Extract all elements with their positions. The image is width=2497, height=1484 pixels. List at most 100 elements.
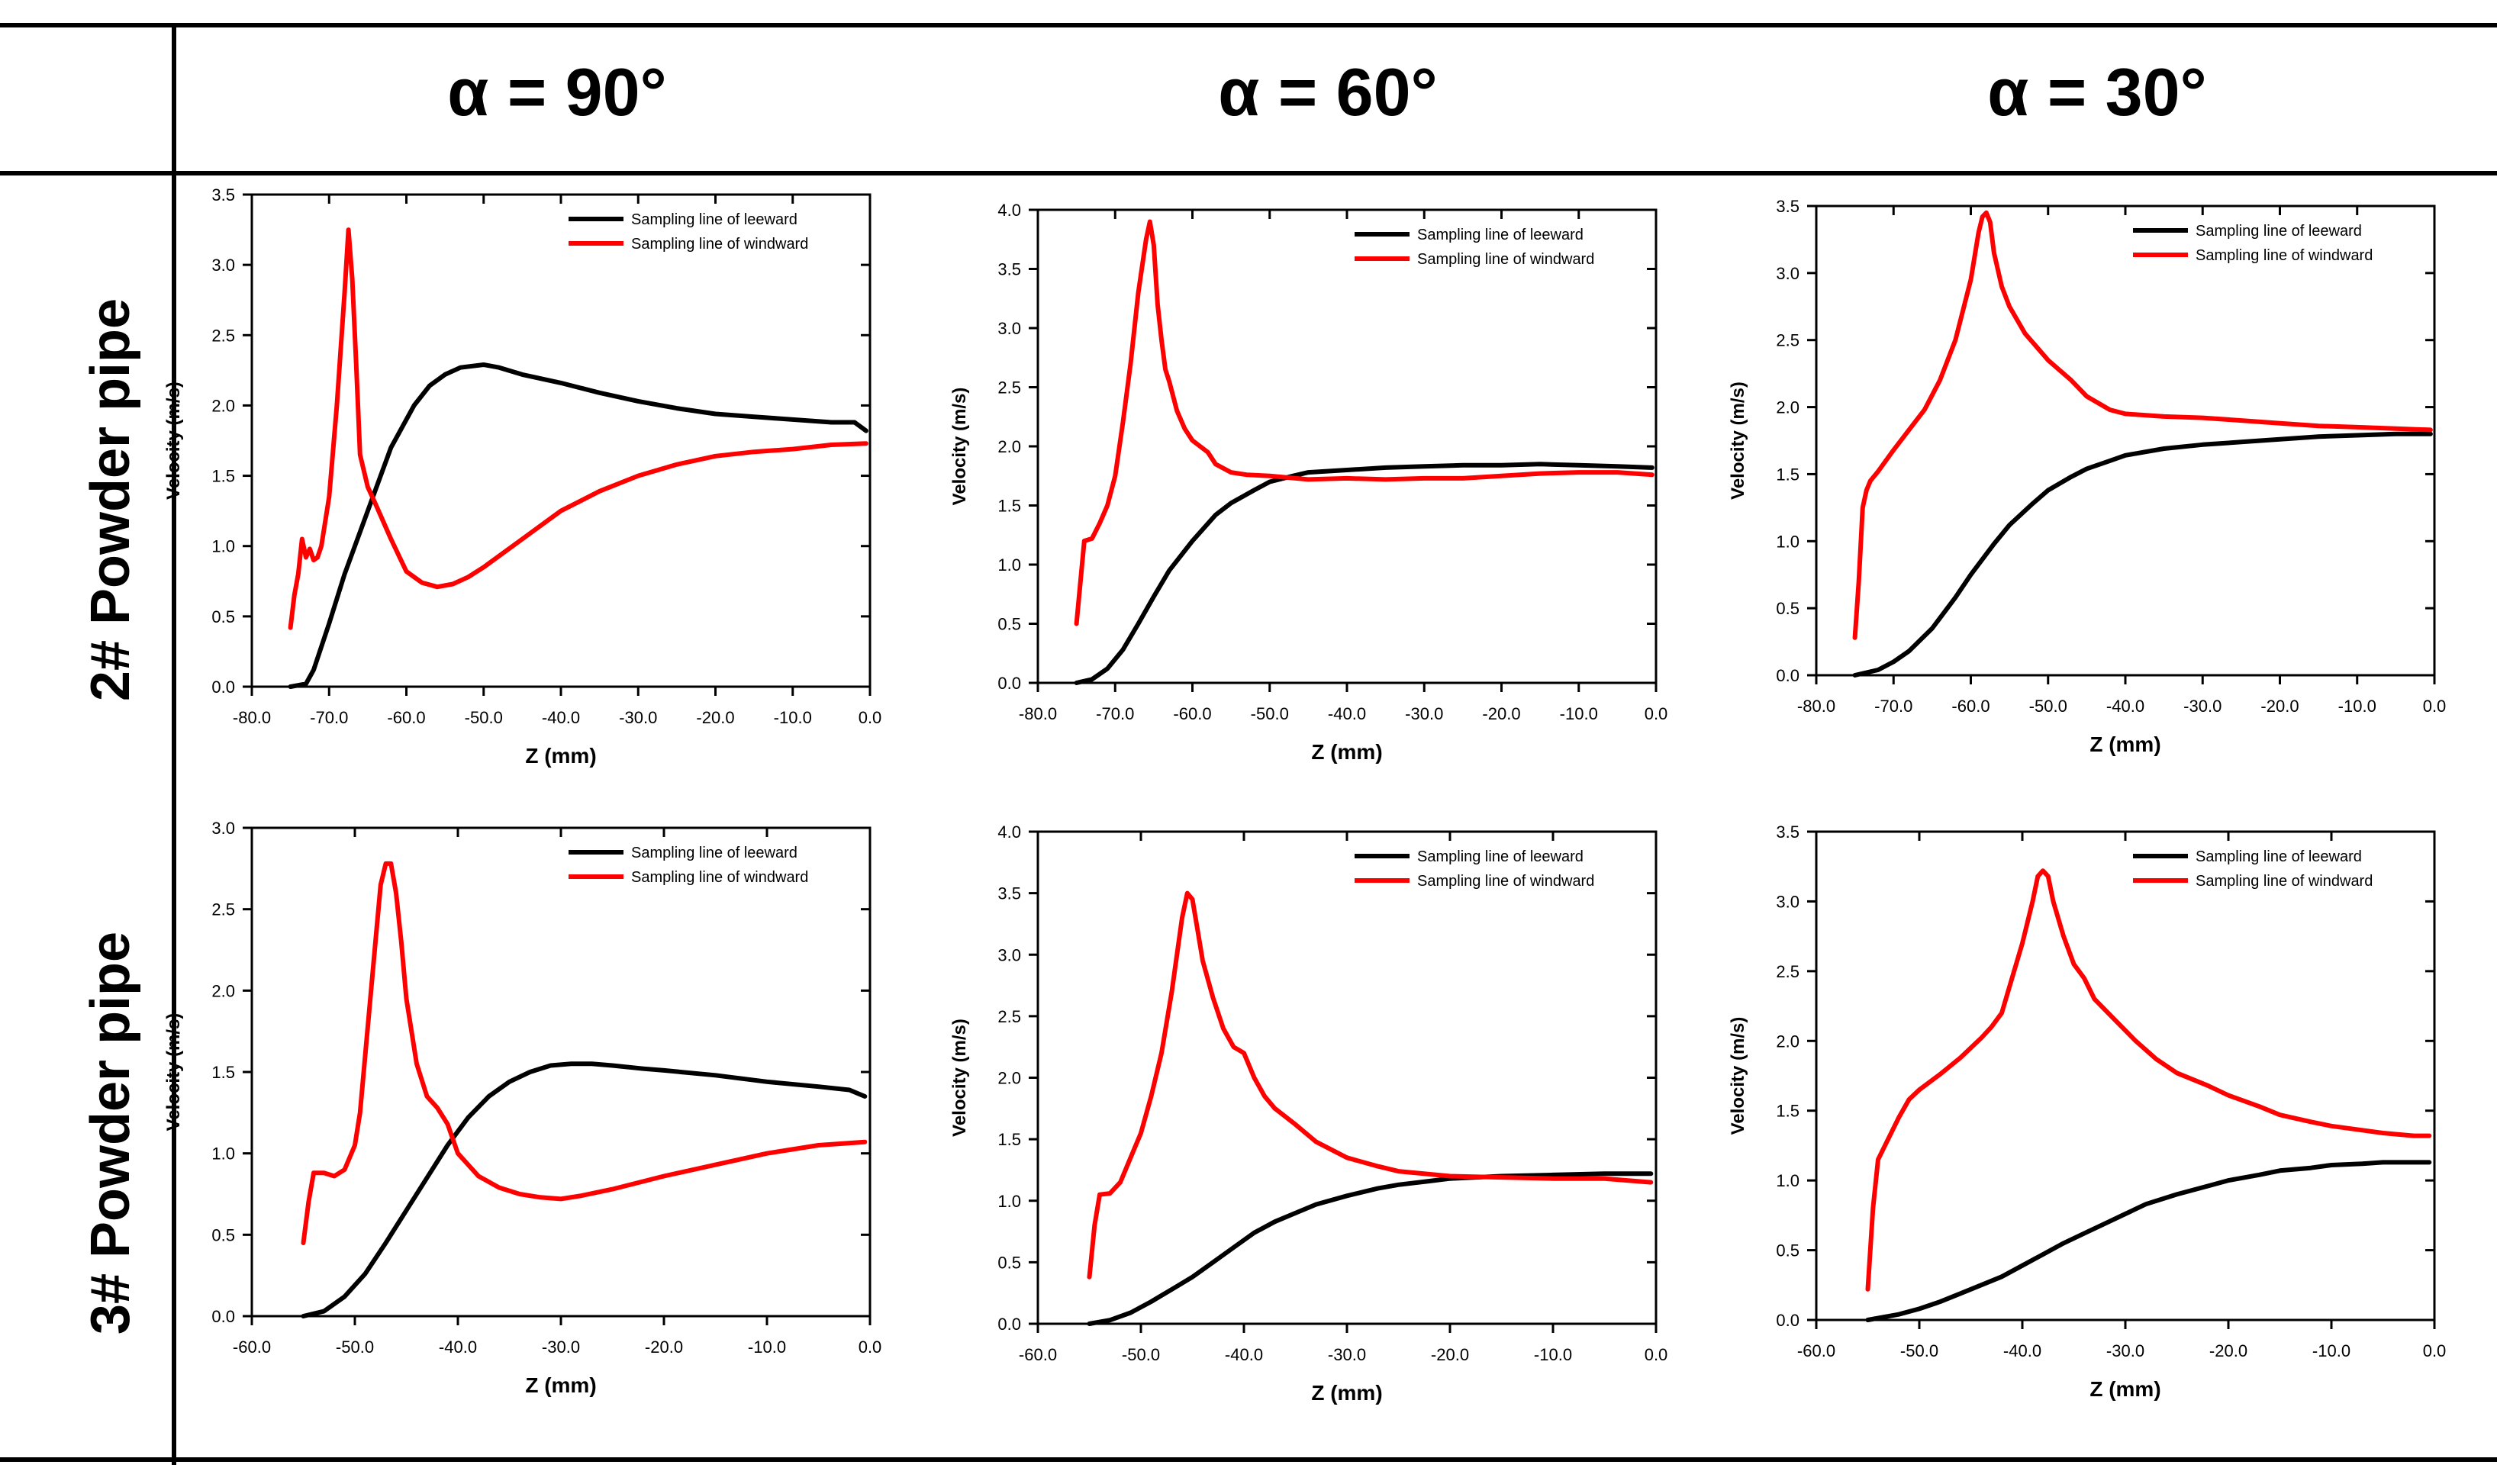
- x-tick-label: -30.0: [2183, 697, 2222, 716]
- y-tick-label: 3.0: [1776, 892, 1799, 911]
- plot-frame: [250, 826, 872, 1318]
- legend-label-windward: Sampling line of windward: [2196, 873, 2373, 890]
- y-tick-label: 3.5: [1776, 197, 1799, 216]
- chart-3-powder-pipe-alpha-90: -60.0 -50.0 -40.0 -30.0 -20.0 -10.0 0.0 0.0 0.5 1…: [163, 819, 882, 1397]
- x-tick-label: -50.0: [1251, 704, 1289, 723]
- x-axis-label: Z (mm): [525, 744, 596, 768]
- x-tick-label: 0.0: [859, 708, 882, 727]
- series-line-leeward: [288, 362, 868, 689]
- x-axis-label: Z (mm): [2089, 1377, 2160, 1401]
- legend-label-windward: Sampling line of windward: [631, 869, 808, 886]
- x-tick-label: -50.0: [465, 708, 503, 727]
- series-line-leeward: [1074, 462, 1654, 685]
- x-tick-label: -20.0: [1482, 704, 1520, 723]
- y-tick-label: 2.5: [997, 1007, 1021, 1026]
- y-tick-label: 1.5: [211, 1063, 235, 1082]
- x-tick-label: -30.0: [1405, 704, 1443, 723]
- y-tick-label: 1.5: [997, 1130, 1021, 1149]
- x-tick-label: -20.0: [2260, 697, 2299, 716]
- x-tick-label: -20.0: [645, 1338, 683, 1357]
- table-bottom-rule: [0, 1457, 2497, 1462]
- y-tick-label: 2.5: [1776, 962, 1799, 981]
- series-line-windward: [1074, 219, 1654, 626]
- x-tick-label: -50.0: [1122, 1345, 1160, 1364]
- y-tick-label: 1.0: [997, 555, 1021, 575]
- x-tick-label: -30.0: [542, 1338, 580, 1357]
- y-axis-label: Velocity (m/s): [163, 381, 184, 500]
- x-axis-label: Z (mm): [2089, 732, 2160, 756]
- y-tick-label: 0.5: [997, 615, 1021, 634]
- chart-2-powder-pipe-alpha-60: -80.0 -70.0 -60.0 -50.0 -40.0 -30.0 -20.0 -10.0…: [949, 201, 1668, 764]
- x-tick-label: 0.0: [2423, 697, 2447, 716]
- series-line-leeward: [1852, 431, 2433, 678]
- x-tick-label: 0.0: [859, 1338, 882, 1357]
- y-axis-label: Velocity (m/s): [163, 1013, 184, 1132]
- table-top-rule: [0, 23, 2497, 27]
- x-tick-label: -40.0: [2106, 697, 2144, 716]
- x-tick-label: -60.0: [233, 1338, 271, 1357]
- x-tick-label: -50.0: [336, 1338, 374, 1357]
- y-tick-label: 0.5: [211, 607, 235, 626]
- x-tick-label: -10.0: [1560, 704, 1598, 723]
- column-header-alpha-90: α = 90°: [447, 54, 667, 130]
- x-tick-label: 0.0: [1645, 704, 1668, 723]
- plot-frame: [1815, 830, 2436, 1321]
- legend-label-leeward: Sampling line of leeward: [2196, 848, 2362, 865]
- chart-2-powder-pipe-alpha-90: -80.0 -70.0 -60.0 -50.0 -40.0 -30.0 -20.0 -10.0…: [163, 185, 882, 768]
- y-tick-label: 1.0: [211, 537, 235, 556]
- x-tick-label: -80.0: [233, 708, 271, 727]
- x-tick-label: -30.0: [619, 708, 657, 727]
- y-tick-label: 2.0: [211, 396, 235, 415]
- x-tick-label: -70.0: [1874, 697, 1912, 716]
- x-axis-label: Z (mm): [525, 1373, 596, 1397]
- y-tick-label: 3.5: [1776, 822, 1799, 842]
- y-tick-label: 2.5: [211, 900, 235, 919]
- y-tick-label: 1.5: [211, 467, 235, 486]
- x-tick-label: -10.0: [748, 1338, 786, 1357]
- x-tick-label: -40.0: [1225, 1345, 1263, 1364]
- y-tick-label: 0.5: [211, 1225, 235, 1244]
- y-axis-label: Velocity (m/s): [1728, 381, 1748, 500]
- y-tick-label: 1.5: [997, 497, 1021, 516]
- chart-3-powder-pipe-alpha-30: -60.0 -50.0 -40.0 -30.0 -20.0 -10.0 0.0 0.0 0.5 1…: [1728, 822, 2446, 1401]
- x-tick-label: -20.0: [1431, 1345, 1469, 1364]
- y-tick-label: 0.0: [997, 1315, 1021, 1334]
- x-tick-label: -30.0: [2106, 1341, 2144, 1360]
- y-tick-label: 2.0: [997, 437, 1021, 456]
- y-tick-label: 0.5: [1776, 1241, 1799, 1260]
- legend-label-windward: Sampling line of windward: [1417, 873, 1594, 890]
- y-tick-label: 1.0: [1776, 532, 1799, 551]
- y-tick-label: 1.0: [211, 1144, 235, 1164]
- y-tick-label: 0.0: [997, 674, 1021, 693]
- x-tick-label: -60.0: [1951, 697, 1990, 716]
- x-tick-label: -40.0: [1328, 704, 1366, 723]
- x-tick-label: -80.0: [1797, 697, 1835, 716]
- x-tick-label: -30.0: [1328, 1345, 1366, 1364]
- x-tick-label: -10.0: [2312, 1341, 2350, 1360]
- plot-frame: [1036, 830, 1658, 1325]
- y-tick-label: 3.0: [1776, 264, 1799, 283]
- y-tick-label: 2.5: [997, 378, 1021, 398]
- series-line-leeward: [1087, 1171, 1654, 1326]
- y-tick-label: 3.5: [997, 260, 1021, 279]
- y-axis-label: Velocity (m/s): [949, 388, 970, 506]
- y-tick-label: 0.0: [1776, 666, 1799, 685]
- x-tick-label: 0.0: [1645, 1345, 1668, 1364]
- x-tick-label: -40.0: [2003, 1341, 2041, 1360]
- chart-3-powder-pipe-alpha-60: -60.0 -50.0 -40.0 -30.0 -20.0 -10.0 0.0 0.0 0.5 1…: [949, 822, 1668, 1405]
- series-line-leeward: [1865, 1160, 2432, 1322]
- y-tick-label: 0.0: [211, 678, 235, 697]
- x-tick-label: -70.0: [1096, 704, 1134, 723]
- x-tick-label: -40.0: [542, 708, 580, 727]
- legend-label-leeward: Sampling line of leeward: [1417, 848, 1584, 865]
- y-tick-label: 3.0: [211, 819, 235, 838]
- y-tick-label: 4.0: [997, 201, 1021, 220]
- plot-frame: [1815, 204, 2436, 677]
- y-tick-label: 0.0: [211, 1307, 235, 1326]
- y-tick-label: 2.0: [1776, 398, 1799, 417]
- column-header-alpha-60: α = 60°: [1218, 54, 1438, 130]
- table-header-rule: [0, 171, 2497, 175]
- legend-label-leeward: Sampling line of leeward: [1417, 227, 1584, 243]
- y-axis-label: Velocity (m/s): [949, 1019, 970, 1137]
